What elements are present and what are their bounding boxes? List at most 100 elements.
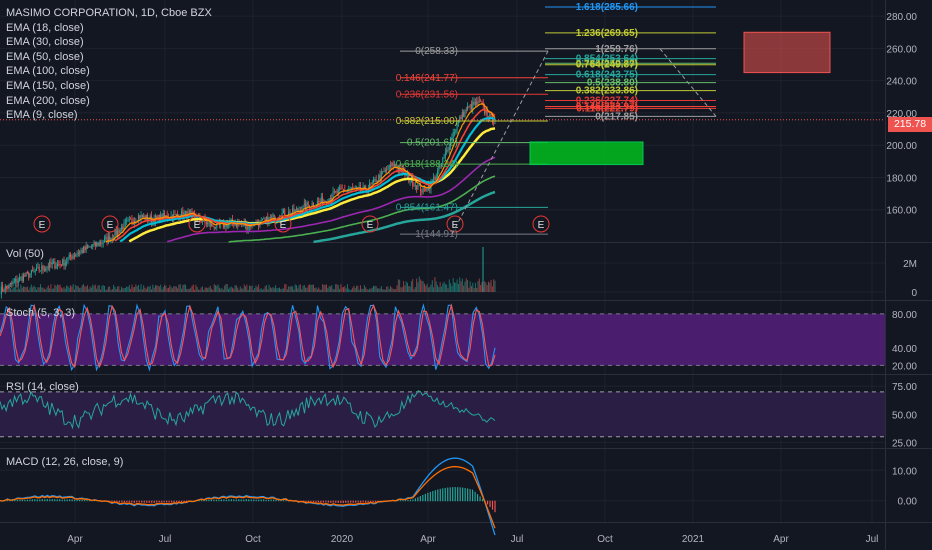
volume-bar <box>268 284 270 292</box>
volume-bar <box>299 284 301 292</box>
macd-histogram-bar <box>397 500 399 502</box>
x-tick-label: Apr <box>420 534 436 545</box>
legend-ema-200[interactable]: EMA (200, close) <box>6 94 90 107</box>
volume-bar <box>373 285 375 292</box>
candle-body <box>68 254 70 258</box>
macd-label[interactable]: MACD (12, 26, close, 9) <box>6 456 124 468</box>
candle-body <box>124 221 126 223</box>
candle-body <box>422 186 424 193</box>
candle-body <box>105 237 107 239</box>
candle-body <box>490 113 492 115</box>
volume-bar <box>302 285 304 292</box>
macd-histogram-bar <box>49 499 51 502</box>
candle-body <box>161 214 163 220</box>
volume-bar <box>38 287 40 292</box>
candle-body <box>9 283 11 284</box>
volume-bar <box>280 288 282 292</box>
macd-histogram-bar <box>282 500 285 502</box>
candle-body <box>118 230 120 234</box>
volume-bar <box>218 287 220 292</box>
macd-histogram-bar <box>131 500 133 503</box>
volume-bar <box>130 288 132 292</box>
candle-body <box>117 230 119 235</box>
volume-bar <box>264 286 266 292</box>
candle-body <box>51 262 53 265</box>
legend-ema-150[interactable]: EMA (150, close) <box>6 79 90 92</box>
candle-body <box>200 220 202 222</box>
candle-body <box>15 279 17 282</box>
macd-histogram-bar <box>444 487 446 502</box>
target-zone-red <box>743 31 831 74</box>
volume-bar <box>164 284 166 292</box>
volume-bar <box>490 279 492 292</box>
candle-body <box>387 169 389 171</box>
price-axis-tick-label: 200.00 <box>886 141 917 152</box>
volume-bar <box>126 286 128 292</box>
macd-histogram-bar <box>248 499 250 502</box>
volume-bar <box>182 285 184 292</box>
macd-histogram-bar <box>178 500 180 502</box>
legend-ema-18[interactable]: EMA (18, close) <box>6 21 84 34</box>
macd-histogram-bar <box>317 500 319 503</box>
legend-ema-30[interactable]: EMA (30, close) <box>6 36 84 49</box>
candle-body <box>100 242 102 244</box>
candle-body <box>36 267 38 271</box>
volume-bar <box>107 286 109 292</box>
volume-bar <box>406 282 408 292</box>
symbol-title[interactable]: MASIMO CORPORATION, 1D, Cboe BZX <box>6 7 212 19</box>
volume-bar <box>427 287 429 292</box>
rsi-label[interactable]: RSI (14, close) <box>6 381 79 393</box>
volume-bar <box>404 285 406 292</box>
macd-histogram-bar <box>447 487 449 502</box>
volume-bar <box>188 289 190 292</box>
volume-bar <box>134 287 136 292</box>
stoch-label[interactable]: Stoch (5, 3, 3) <box>6 307 76 319</box>
macd-histogram-bar <box>29 499 31 502</box>
candle-body <box>439 165 441 167</box>
candle-body <box>288 211 290 216</box>
volume-bar <box>215 285 217 292</box>
volume-bar <box>191 285 193 292</box>
candle-body <box>199 215 201 221</box>
volume-bar <box>217 284 219 292</box>
volume-bar <box>166 288 168 292</box>
rsi-line <box>0 390 496 430</box>
macd-histogram-bar <box>171 500 173 503</box>
volume-bar <box>92 284 94 292</box>
volume-bar <box>392 288 394 292</box>
volume-bar <box>208 287 210 292</box>
earnings-event-marker <box>101 215 119 233</box>
volume-label[interactable]: Vol (50) <box>6 248 44 260</box>
macd-histogram-bar <box>153 500 155 503</box>
volume-bar <box>267 289 269 292</box>
candle-body <box>480 101 482 102</box>
macd-histogram-bar <box>21 499 23 502</box>
volume-bar <box>200 287 202 292</box>
volume-bar <box>397 279 399 292</box>
legend-ema-100[interactable]: EMA (100, close) <box>6 65 90 78</box>
volume-bar <box>315 287 317 292</box>
candle-body <box>43 269 45 271</box>
volume-bar <box>332 288 334 292</box>
candle-body <box>237 222 239 227</box>
volume-bar <box>147 286 149 292</box>
candle-body <box>85 246 87 250</box>
volume-bar <box>342 287 344 292</box>
candle-body <box>208 222 210 224</box>
volume-bar <box>337 285 339 292</box>
volume-bar <box>60 287 62 292</box>
candle-body <box>233 222 235 226</box>
volume-bar <box>9 288 11 292</box>
volume-bar <box>494 280 496 292</box>
volume-bar <box>484 281 486 292</box>
legend-ema-9[interactable]: EMA (9, close) <box>6 109 78 122</box>
volume-bar <box>350 289 352 292</box>
candle-body <box>431 180 433 182</box>
candle-body <box>346 189 348 191</box>
macd-histogram-bar <box>141 500 143 503</box>
candle-body <box>319 201 321 203</box>
candle-body <box>89 246 91 248</box>
macd-histogram-bar <box>310 500 312 502</box>
legend-ema-50[interactable]: EMA (50, close) <box>6 50 84 63</box>
